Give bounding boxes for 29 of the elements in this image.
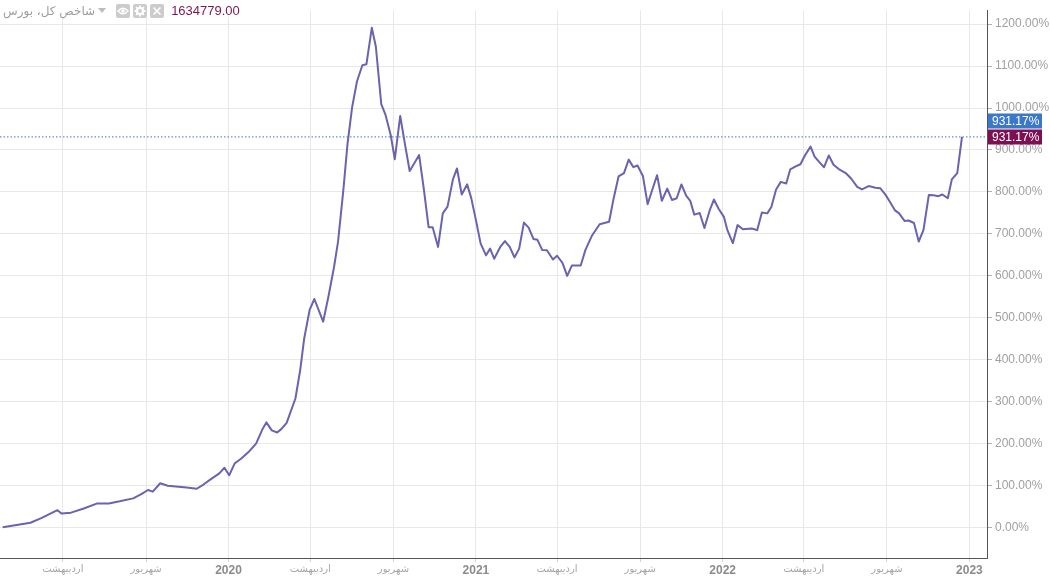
x-tick-label: 2020 xyxy=(215,562,243,576)
x-tick-label: 2021 xyxy=(462,562,490,576)
y-tick-label: 800.00% xyxy=(995,184,1043,199)
x-tick-label: اردیبهشت xyxy=(536,562,578,575)
y-tick-label: 100.00% xyxy=(995,478,1043,493)
y-tick-label: 1200.00% xyxy=(995,16,1050,31)
x-tick-label: اردیبهشت xyxy=(289,562,331,575)
x-tick-label: شهریور xyxy=(623,562,656,575)
y-tick-label: 900.00% xyxy=(995,142,1043,157)
y-tick-label: 400.00% xyxy=(995,352,1043,367)
x-tick-label: اردیبهشت xyxy=(783,562,825,575)
x-tick-label: شهریور xyxy=(129,562,162,575)
x-tick-label: اردیبهشت xyxy=(42,562,84,575)
ref-line-label: 931.17% xyxy=(992,113,1040,128)
y-tick-label: 300.00% xyxy=(995,394,1043,409)
y-tick-label: 1100.00% xyxy=(995,58,1049,73)
x-tick-label: شهریور xyxy=(376,562,410,575)
y-tick-label: 700.00% xyxy=(995,226,1043,241)
chart-title: شاخص کل، بورس xyxy=(3,3,96,18)
y-tick-label: 200.00% xyxy=(995,436,1043,451)
x-tick-label: 2023 xyxy=(956,562,984,576)
chart-subtitle: 1634779.00 xyxy=(171,3,240,18)
y-tick-label: 600.00% xyxy=(995,268,1043,283)
y-tick-label: 500.00% xyxy=(995,310,1043,325)
text: 931.17% xyxy=(992,129,1040,144)
x-tick-label: شهریور xyxy=(870,562,903,575)
x-tick-label: 2022 xyxy=(709,562,737,576)
y-tick-label: 0.00% xyxy=(995,520,1030,535)
y-tick-label: 1000.00% xyxy=(995,100,1050,115)
